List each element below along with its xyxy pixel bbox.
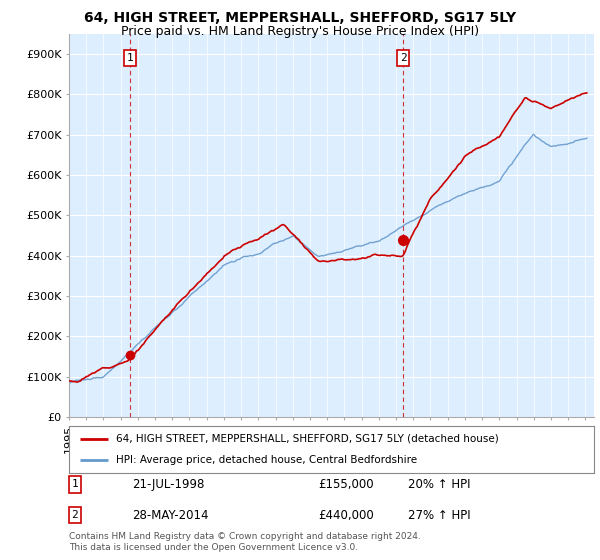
Text: HPI: Average price, detached house, Central Bedfordshire: HPI: Average price, detached house, Cent… [116, 455, 418, 465]
Text: Contains HM Land Registry data © Crown copyright and database right 2024.
This d: Contains HM Land Registry data © Crown c… [69, 532, 421, 552]
Text: 64, HIGH STREET, MEPPERSHALL, SHEFFORD, SG17 5LY (detached house): 64, HIGH STREET, MEPPERSHALL, SHEFFORD, … [116, 434, 499, 444]
Text: 1: 1 [127, 53, 133, 63]
Text: 20% ↑ HPI: 20% ↑ HPI [408, 478, 470, 491]
Text: 28-MAY-2014: 28-MAY-2014 [132, 508, 209, 522]
Text: £440,000: £440,000 [318, 508, 374, 522]
Text: 21-JUL-1998: 21-JUL-1998 [132, 478, 205, 491]
Text: 1: 1 [71, 479, 79, 489]
Text: Price paid vs. HM Land Registry's House Price Index (HPI): Price paid vs. HM Land Registry's House … [121, 25, 479, 38]
Text: 27% ↑ HPI: 27% ↑ HPI [408, 508, 470, 522]
Text: 2: 2 [400, 53, 406, 63]
Text: 2: 2 [71, 510, 79, 520]
Text: £155,000: £155,000 [318, 478, 374, 491]
Text: 64, HIGH STREET, MEPPERSHALL, SHEFFORD, SG17 5LY: 64, HIGH STREET, MEPPERSHALL, SHEFFORD, … [84, 11, 516, 25]
